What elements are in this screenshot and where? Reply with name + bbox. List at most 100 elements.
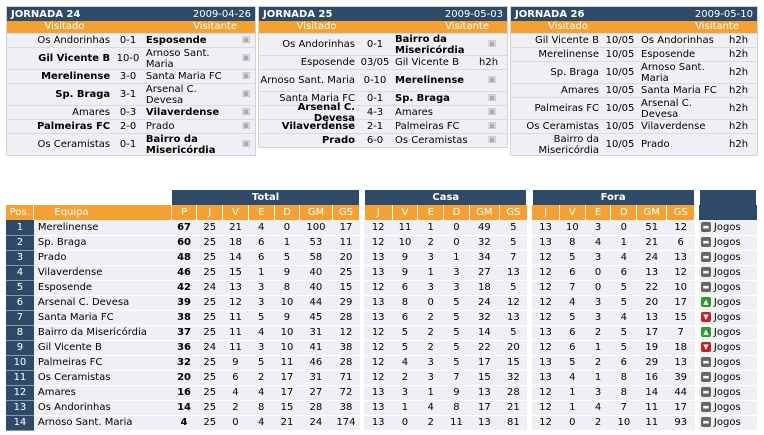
- tv-icon[interactable]: ▣: [487, 75, 497, 85]
- team-cell[interactable]: Arnoso Sant. Maria: [33, 415, 172, 431]
- total-played-cell: 25: [196, 250, 223, 266]
- jogos-link[interactable]: ▲ Jogos: [698, 325, 757, 341]
- team-cell[interactable]: Vilaverdense: [33, 265, 172, 281]
- total-wins-cell: 9: [222, 355, 249, 371]
- position-cell: 14: [6, 415, 34, 431]
- fora-goals-against-cell: 6: [666, 235, 695, 251]
- tv-icon[interactable]: ▣: [487, 107, 497, 117]
- total-wins-cell: 13: [222, 280, 249, 296]
- jogos-link[interactable]: ▬ Jogos: [698, 220, 757, 236]
- h2h-link[interactable]: h2h: [729, 67, 749, 78]
- tv-icon[interactable]: ▣: [241, 121, 251, 131]
- col-p: P: [171, 205, 198, 220]
- h2h-link[interactable]: h2h: [729, 49, 749, 60]
- team-cell[interactable]: Santa Maria FC: [33, 310, 172, 326]
- col-casa-gm: GM: [469, 205, 500, 220]
- jogos-link[interactable]: ▬ Jogos: [698, 370, 757, 386]
- fora-played-cell: 12: [531, 415, 560, 431]
- casa-draws-cell: 2: [417, 235, 444, 251]
- h2h-link[interactable]: h2h: [729, 139, 749, 150]
- casa-goals-for-cell: 27: [469, 265, 500, 281]
- jogos-link[interactable]: ▬ Jogos: [698, 265, 757, 281]
- home-team: Arnoso Sant. Maria: [260, 75, 355, 86]
- home-team: Gil Vicente B: [38, 53, 111, 64]
- total-points-cell: 4: [171, 415, 197, 431]
- jornada-subheader: Visitado Visitante: [7, 21, 255, 33]
- tv-icon[interactable]: ▣: [241, 107, 251, 117]
- tv-icon[interactable]: ▣: [241, 35, 251, 45]
- h2h-link[interactable]: h2h: [729, 121, 749, 132]
- team-cell[interactable]: Esposende: [33, 280, 172, 296]
- separator: [527, 250, 532, 266]
- casa-played-cell: 12: [364, 340, 393, 356]
- jogos-link[interactable]: ▬ Jogos: [698, 355, 757, 371]
- casa-goals-for-cell: 34: [469, 250, 500, 266]
- tv-icon: ▬: [700, 372, 711, 382]
- h2h-link[interactable]: h2h: [729, 103, 749, 114]
- col-j: J: [196, 205, 224, 220]
- team-cell[interactable]: Os Andorinhas: [33, 400, 172, 416]
- fora-draws-cell: 2: [585, 325, 611, 341]
- jogos-label: Jogos: [713, 297, 741, 308]
- match-score: 0-1: [119, 139, 137, 150]
- casa-goals-against-cell: 81: [499, 415, 528, 431]
- jogos-link[interactable]: ▲ Jogos: [698, 295, 757, 311]
- casa-draws-cell: 1: [417, 220, 444, 236]
- match-row: Arnoso Sant. Maria 0-10 Merelinense ▣: [259, 69, 507, 91]
- tv-icon[interactable]: ▣: [487, 121, 497, 131]
- tv-icon[interactable]: ▣: [487, 39, 497, 49]
- separator: [694, 280, 699, 296]
- casa-goals-for-cell: 17: [469, 355, 500, 371]
- match-row: Gil Vicente B 10/05 Os Andorinhas h2h: [511, 33, 757, 47]
- team-cell[interactable]: Gil Vicente B: [33, 340, 172, 356]
- fora-wins-cell: 1: [559, 385, 586, 401]
- separator: [359, 265, 365, 281]
- tv-icon[interactable]: ▣: [241, 71, 251, 81]
- group-fora: Fora: [531, 190, 696, 205]
- total-goals-against-cell: 38: [332, 400, 360, 416]
- jogos-link[interactable]: ▼ Jogos: [698, 310, 757, 326]
- match-row: Esposende 03/05 Gil Vicente B h2h: [259, 55, 507, 69]
- tv-icon[interactable]: ▣: [241, 139, 251, 149]
- away-team: Arsenal C. Devesa: [145, 83, 197, 106]
- jogos-link[interactable]: ▬ Jogos: [698, 415, 757, 431]
- casa-goals-against-cell: 13: [499, 265, 528, 281]
- h2h-link[interactable]: h2h: [729, 85, 749, 96]
- h2h-link[interactable]: h2h: [479, 57, 499, 68]
- fora-losses-cell: 5: [610, 340, 637, 356]
- h2h-link[interactable]: h2h: [729, 35, 749, 46]
- tv-icon[interactable]: ▣: [241, 89, 251, 99]
- tv-icon[interactable]: ▣: [487, 93, 497, 103]
- jogos-link[interactable]: ▬ Jogos: [698, 385, 757, 401]
- team-cell[interactable]: Prado: [33, 250, 172, 266]
- table-row: 6 Arsenal C. Devesa 39 25 12 3 10 44 29 13 8 0 5 24 12…: [6, 295, 757, 311]
- jogos-link[interactable]: ▬ Jogos: [698, 400, 757, 416]
- separator: [527, 325, 532, 341]
- jogos-link[interactable]: ▬ Jogos: [698, 280, 757, 296]
- team-cell[interactable]: Amares: [33, 385, 172, 401]
- total-draws-cell: 6: [248, 250, 275, 266]
- total-goals-for-cell: 100: [299, 220, 332, 236]
- tv-icon[interactable]: ▣: [241, 53, 251, 63]
- team-cell[interactable]: Os Ceramistas: [33, 370, 172, 386]
- casa-goals-against-cell: 20: [499, 340, 528, 356]
- total-losses-cell: 17: [274, 370, 300, 386]
- team-cell[interactable]: Arsenal C. Devesa: [33, 295, 172, 311]
- casa-losses-cell: 5: [443, 355, 470, 371]
- jogos-link[interactable]: ▬ Jogos: [698, 235, 757, 251]
- col-casa-v: V: [392, 205, 419, 220]
- total-wins-cell: 14: [222, 250, 249, 266]
- total-draws-cell: 6: [248, 235, 275, 251]
- team-cell[interactable]: Merelinense: [33, 220, 172, 236]
- team-cell[interactable]: Bairro da Misericórdia: [33, 325, 172, 341]
- jogos-link[interactable]: ▬ Jogos: [698, 250, 757, 266]
- team-cell[interactable]: Palmeiras FC: [33, 355, 172, 371]
- jogos-link[interactable]: ▼ Jogos: [698, 340, 757, 356]
- fora-draws-cell: 0: [585, 265, 611, 281]
- team-cell[interactable]: Sp. Braga: [33, 235, 172, 251]
- away-team: Merelinense: [395, 75, 465, 86]
- casa-wins-cell: 9: [392, 265, 418, 281]
- tv-icon[interactable]: ▣: [487, 135, 497, 145]
- total-played-cell: 25: [196, 415, 223, 431]
- total-goals-against-cell: 38: [332, 340, 360, 356]
